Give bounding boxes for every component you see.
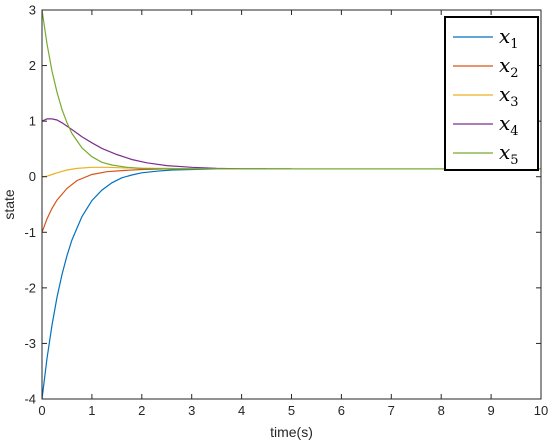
x-tick-label: 9 <box>487 403 494 418</box>
legend-label-x4: x4 <box>499 111 519 139</box>
legend-box <box>444 16 539 171</box>
x-tick-label: 1 <box>88 403 95 418</box>
x-tick-label: 3 <box>188 403 195 418</box>
y-tick-label: -4 <box>24 392 36 407</box>
y-tick-label: 3 <box>29 3 36 18</box>
series-line-x1 <box>41 168 267 400</box>
x-tick-label: 0 <box>38 403 45 418</box>
series-line-x2 <box>41 168 242 233</box>
x-tick-label: 5 <box>288 403 295 418</box>
legend-label-x2: x2 <box>499 53 519 81</box>
legend-label-x1: x1 <box>499 24 519 52</box>
series-line-x5 <box>41 9 541 170</box>
y-tick-label: 0 <box>29 169 36 184</box>
y-tick-label: -1 <box>24 225 36 240</box>
legend-label-x5: x5 <box>499 140 519 168</box>
legend-label-x3: x3 <box>499 82 519 110</box>
plot-lines <box>41 9 541 400</box>
x-tick-label: 2 <box>138 403 145 418</box>
y-tick-label: 2 <box>29 58 36 73</box>
series-line-x4 <box>41 118 292 170</box>
y-tick-label: 1 <box>29 114 36 129</box>
y-tick-label: -3 <box>24 336 36 351</box>
x-tick-label: 10 <box>534 403 548 418</box>
y-axis-label: state <box>1 189 17 220</box>
x-tick-label: 4 <box>238 403 245 418</box>
x-axis: 0 1 2 3 4 5 6 7 8 9 10 <box>38 10 548 418</box>
x-tick-label: 6 <box>338 403 345 418</box>
y-tick-label: -2 <box>24 280 36 295</box>
x-axis-label: time(s) <box>270 424 313 440</box>
x-tick-label: 7 <box>388 403 395 418</box>
x-tick-label: 8 <box>438 403 445 418</box>
